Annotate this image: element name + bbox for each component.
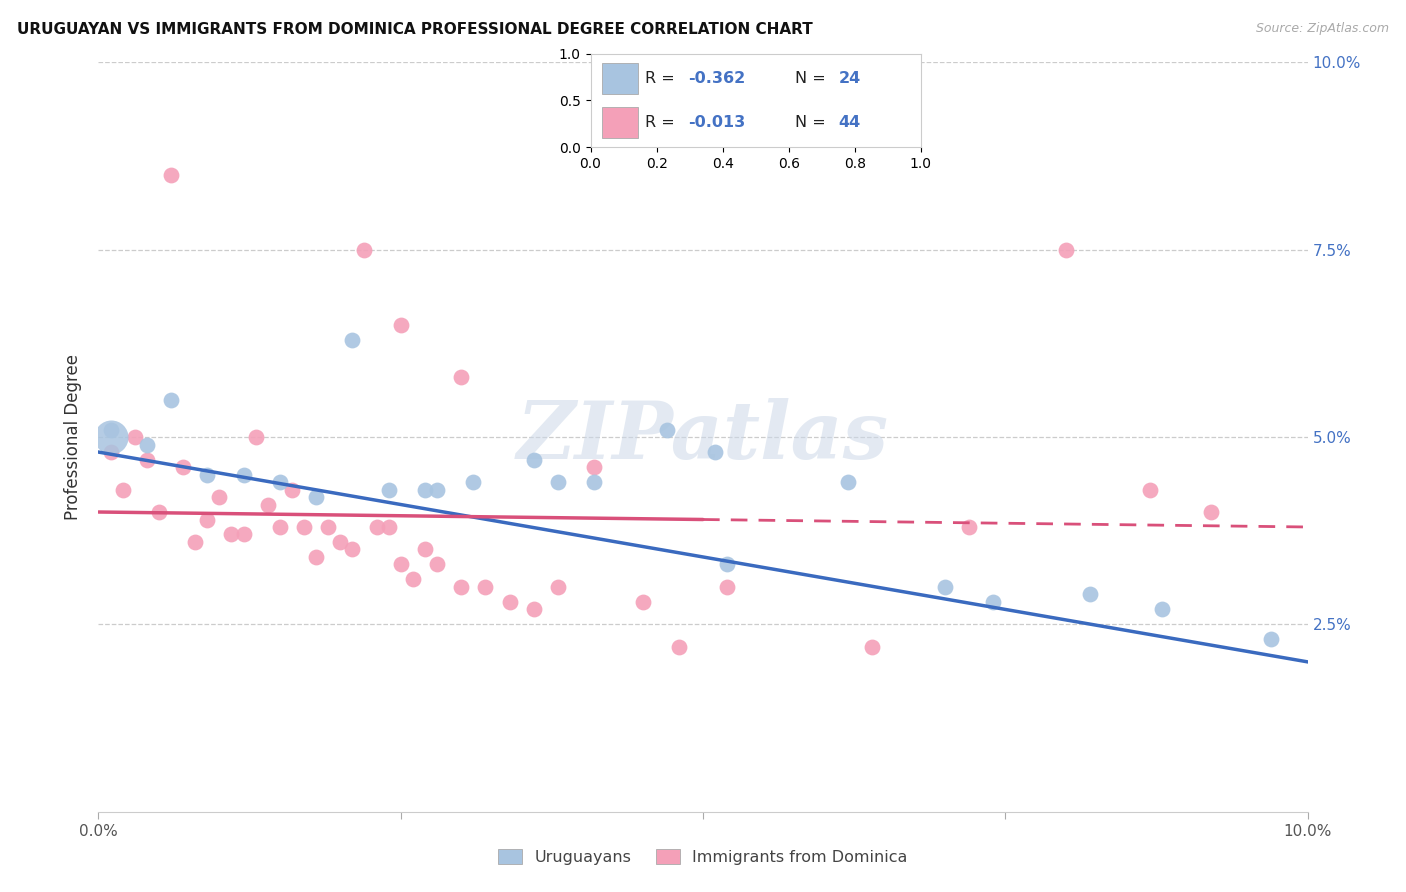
- Point: [1054, 243, 1077, 257]
- Text: 24: 24: [838, 70, 860, 86]
- Point: [463, 475, 485, 489]
- Point: [583, 475, 606, 489]
- Point: [100, 423, 122, 437]
- Point: [474, 580, 496, 594]
- Point: [160, 168, 183, 182]
- Point: [353, 243, 375, 257]
- Point: [389, 318, 412, 332]
- Point: [256, 498, 278, 512]
- Point: [1199, 505, 1222, 519]
- Point: [111, 483, 134, 497]
- Point: [135, 437, 157, 451]
- Point: [426, 483, 449, 497]
- Point: [523, 602, 546, 616]
- Text: N =: N =: [796, 115, 831, 130]
- Point: [148, 505, 170, 519]
- Point: [305, 549, 328, 564]
- Point: [377, 520, 399, 534]
- Point: [860, 640, 883, 654]
- Point: [957, 520, 980, 534]
- Point: [704, 445, 727, 459]
- Point: [305, 490, 328, 504]
- Point: [184, 535, 207, 549]
- Point: [981, 595, 1004, 609]
- Point: [135, 452, 157, 467]
- Point: [1260, 632, 1282, 647]
- Point: [342, 333, 364, 347]
- Point: [195, 512, 218, 526]
- Point: [281, 483, 304, 497]
- Point: [934, 580, 956, 594]
- Text: R =: R =: [645, 70, 681, 86]
- Point: [402, 573, 425, 587]
- Legend: Uruguayans, Immigrants from Dominica: Uruguayans, Immigrants from Dominica: [492, 842, 914, 871]
- Point: [413, 542, 436, 557]
- Point: [316, 520, 339, 534]
- Point: [655, 423, 678, 437]
- Point: [100, 445, 122, 459]
- Point: [195, 467, 218, 482]
- Bar: [602, 63, 638, 94]
- Point: [1152, 602, 1174, 616]
- Text: N =: N =: [796, 70, 831, 86]
- Point: [631, 595, 654, 609]
- Text: ZIPatlas: ZIPatlas: [517, 399, 889, 475]
- Point: [232, 467, 254, 482]
- Text: -0.013: -0.013: [688, 115, 745, 130]
- Text: URUGUAYAN VS IMMIGRANTS FROM DOMINICA PROFESSIONAL DEGREE CORRELATION CHART: URUGUAYAN VS IMMIGRANTS FROM DOMINICA PR…: [17, 22, 813, 37]
- Point: [413, 483, 436, 497]
- Text: -0.362: -0.362: [688, 70, 745, 86]
- Point: [668, 640, 690, 654]
- Point: [329, 535, 352, 549]
- Point: [292, 520, 315, 534]
- Point: [583, 460, 606, 475]
- Point: [245, 430, 267, 444]
- Text: 44: 44: [838, 115, 860, 130]
- Point: [269, 475, 291, 489]
- Text: R =: R =: [645, 115, 681, 130]
- Point: [716, 558, 738, 572]
- Point: [160, 392, 183, 407]
- Point: [547, 580, 569, 594]
- Point: [389, 558, 412, 572]
- Text: Source: ZipAtlas.com: Source: ZipAtlas.com: [1256, 22, 1389, 36]
- Point: [837, 475, 859, 489]
- Point: [547, 475, 569, 489]
- Point: [450, 580, 472, 594]
- Point: [124, 430, 146, 444]
- Point: [1139, 483, 1161, 497]
- Point: [269, 520, 291, 534]
- Point: [208, 490, 231, 504]
- Point: [366, 520, 388, 534]
- Point: [450, 370, 472, 384]
- Point: [221, 527, 243, 541]
- Point: [716, 580, 738, 594]
- Point: [172, 460, 194, 475]
- Point: [523, 452, 546, 467]
- Point: [498, 595, 520, 609]
- Y-axis label: Professional Degree: Professional Degree: [63, 354, 82, 520]
- Point: [232, 527, 254, 541]
- Point: [342, 542, 364, 557]
- Point: [377, 483, 399, 497]
- Point: [100, 430, 122, 444]
- Bar: [602, 107, 638, 138]
- Point: [1078, 587, 1101, 601]
- Point: [426, 558, 449, 572]
